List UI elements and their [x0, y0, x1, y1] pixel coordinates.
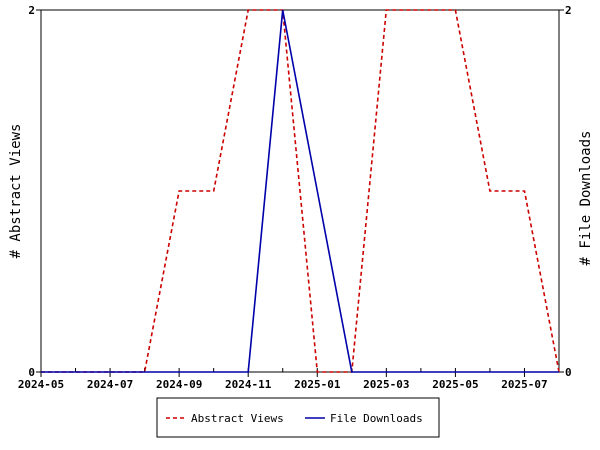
x-tick-label: 2025-05: [432, 378, 478, 391]
tick-labels: 2024-05 2024-07 2024-09 2024-11 2025-01 2025-…: [18, 4, 572, 391]
plot-area: [40, 9, 560, 373]
y-left-tick-label: 0: [28, 366, 35, 379]
x-tick-label: 2024-11: [225, 378, 272, 391]
x-tick-label: 2024-09: [156, 378, 202, 391]
x-tick-label: 2025-07: [501, 378, 547, 391]
series-line-abstract-views: [41, 9, 560, 373]
x-tick-label: 2025-03: [363, 378, 409, 391]
tick-marks: [36, 9, 564, 377]
legend-box: [156, 397, 440, 438]
legend: Abstract Views File Downloads: [156, 397, 440, 438]
series-line-file-downloads: [41, 9, 559, 373]
y-left-tick-label: 2: [28, 4, 35, 17]
legend-label-file-downloads: File Downloads: [330, 412, 423, 425]
y-right-tick-label: 0: [565, 366, 572, 379]
series-layer: [41, 9, 560, 373]
x-tick-label: 2025-01: [294, 378, 341, 391]
y-axis-left-label: # Abstract Views: [8, 124, 24, 259]
x-tick-label: 2024-05: [18, 378, 64, 391]
legend-label-abstract-views: Abstract Views: [191, 412, 284, 425]
y-axis-right-label: # File Downloads: [578, 131, 594, 266]
x-tick-label: 2024-07: [87, 378, 133, 391]
y-right-tick-label: 2: [565, 4, 572, 17]
